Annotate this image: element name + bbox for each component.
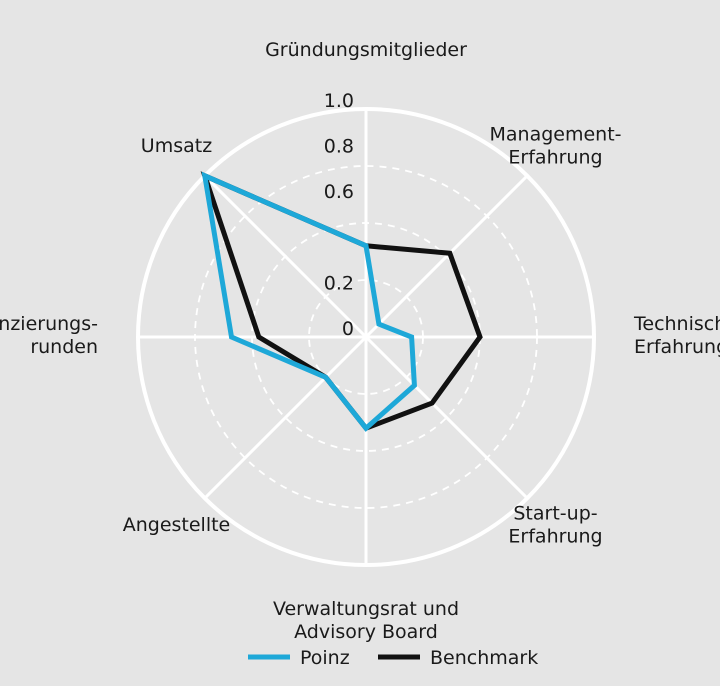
axis-label: Start-up-Erfahrung	[508, 503, 602, 548]
axis-label: Verwaltungsrat und Advisory Board	[273, 598, 459, 643]
series-line-benchmark	[200, 171, 483, 432]
axis-label: Angestellte	[123, 514, 231, 536]
axis-label-line: Erfahrung	[634, 336, 720, 358]
axis-label: Management-Erfahrung	[489, 123, 621, 168]
axis-label-line: Verwaltungsrat und	[273, 598, 459, 620]
series-line-poinz	[201, 171, 417, 432]
spoke-line	[364, 174, 529, 339]
data-series	[200, 171, 483, 432]
tick-label: 0	[342, 318, 354, 340]
axis-label-line: Erfahrung	[508, 526, 602, 548]
spoke-line	[364, 335, 529, 500]
axis-label: Gründungsmitglieder	[265, 39, 467, 61]
tick-label: 0.8	[324, 136, 354, 158]
axis-label-line: Angestellte	[123, 514, 231, 536]
tick-label: 1.0	[324, 90, 354, 112]
axis-label-line: Start-up-	[513, 503, 597, 525]
tick-label: 0.2	[324, 272, 354, 294]
axis-label: Finanzierungs-runden	[0, 313, 98, 358]
axis-label-line: Gründungsmitglieder	[265, 39, 467, 61]
axis-label-line: Management-	[489, 123, 621, 145]
axis-labels: GründungsmitgliederManagement-ErfahrungT…	[0, 39, 720, 643]
legend: Poinz Benchmark	[248, 647, 538, 669]
tick-label: 0.6	[324, 181, 354, 203]
spoke-line	[203, 335, 368, 500]
axis-label-line: Erfahrung	[508, 146, 602, 168]
axis-label: Umsatz	[141, 135, 212, 157]
axis-label-line: runden	[30, 336, 98, 358]
legend-label-benchmark: Benchmark	[430, 647, 538, 669]
radial-tick-labels: 0 0.2 0.6 0.8 1.0	[324, 90, 354, 340]
legend-label-poinz: Poinz	[300, 647, 350, 669]
axis-label-line: Umsatz	[141, 135, 212, 157]
axis-label-line: Finanzierungs-	[0, 313, 98, 335]
axis-label-line: Advisory Board	[294, 621, 438, 643]
spoke-line	[203, 174, 368, 339]
axis-label: TechnischeErfahrung	[633, 313, 720, 358]
axis-label-line: Technische	[633, 313, 720, 335]
